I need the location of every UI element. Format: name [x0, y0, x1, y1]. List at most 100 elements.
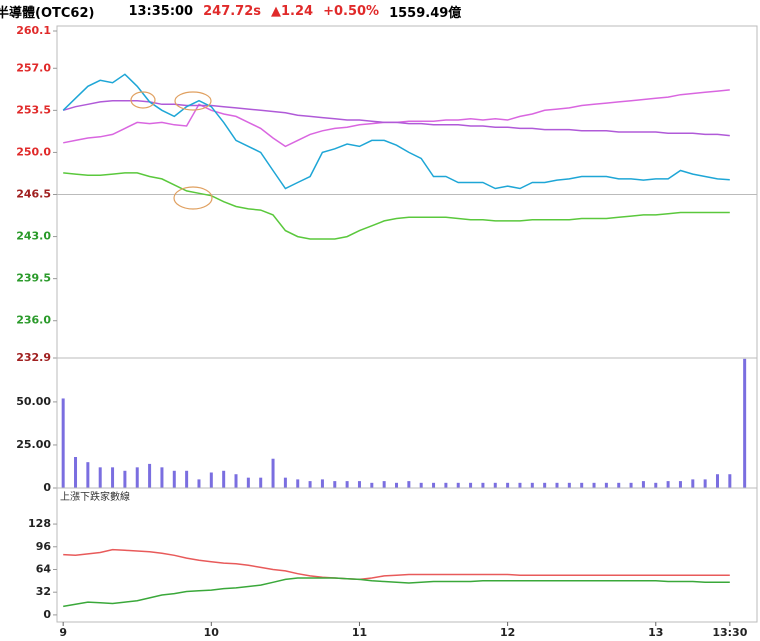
y-tick-label: 232.9 — [16, 351, 51, 364]
volume-bar — [617, 482, 621, 488]
highlight — [174, 91, 212, 111]
panel-frame — [56, 25, 758, 359]
volume-bar — [234, 474, 238, 488]
y-tick-label: 250.0 — [16, 145, 51, 158]
volume-bar — [691, 479, 695, 488]
volume-bar — [382, 481, 386, 488]
volume-bar — [743, 358, 747, 488]
volume-bar — [567, 482, 571, 488]
panel-frame — [56, 487, 758, 623]
volume-bar — [419, 482, 423, 488]
volume-bar — [580, 482, 584, 488]
volume-bar — [395, 482, 399, 488]
highlight — [130, 91, 156, 109]
x-tick-label: 13:30 — [712, 626, 747, 639]
volume-bar — [518, 482, 522, 488]
price: 247.72s — [203, 3, 262, 19]
volume-bar — [74, 457, 78, 488]
volume-bar — [641, 481, 645, 488]
volume-bar — [222, 470, 226, 488]
volume-bar — [592, 482, 596, 488]
volume-bar — [407, 481, 411, 488]
volume-bar — [654, 482, 658, 488]
y-tick-label: 25.00 — [16, 438, 51, 451]
volume-bar — [296, 479, 300, 488]
volume-bar — [185, 470, 189, 488]
volume-bar — [259, 477, 263, 488]
volume-bar — [370, 482, 374, 488]
series-line — [63, 548, 730, 581]
y-tick-label: 96 — [36, 540, 52, 553]
x-tick-label: 10 — [204, 626, 220, 639]
volume-bar — [98, 467, 102, 488]
x-tick-label: 9 — [59, 626, 67, 639]
volume-bar — [320, 479, 324, 488]
volume-bar — [506, 482, 510, 488]
volume-bar — [160, 467, 164, 488]
volume-bar — [148, 463, 152, 488]
y-tick-label: 128 — [28, 517, 51, 530]
volume-bar — [283, 477, 287, 488]
x-tick-label: 13 — [648, 626, 663, 639]
header: 半導體(OTC62) 13:35:00 247.72s ▲1.24 +0.50%… — [0, 0, 760, 22]
volume-bar — [246, 477, 250, 488]
y-tick-label: 257.0 — [16, 61, 51, 74]
volume-bar — [123, 470, 127, 488]
x-tick-label: 11 — [352, 626, 367, 639]
volume-bar — [469, 482, 473, 488]
volume-bar — [678, 481, 682, 488]
panel-title: 上漲下跌家數線 — [60, 490, 130, 503]
y-tick-label: 64 — [36, 562, 52, 575]
volume-bar — [456, 482, 460, 488]
percent: +0.50% — [323, 3, 380, 19]
volume-bar — [728, 474, 732, 488]
y-tick-label: 50.00 — [16, 395, 51, 408]
volume-bar — [530, 482, 534, 488]
y-tick-label: 0 — [43, 481, 51, 494]
volume-bar — [172, 470, 176, 488]
volume-bar — [444, 482, 448, 488]
y-tick-label: 32 — [36, 585, 51, 598]
y-tick-label: 243.0 — [16, 230, 51, 243]
volume-bar — [481, 482, 485, 488]
volume-bar — [333, 481, 337, 488]
volume-bar — [604, 482, 608, 488]
volume-bar — [432, 482, 436, 488]
volume-bar — [61, 398, 65, 488]
series-line — [63, 89, 730, 148]
y-tick-label: 260.1 — [16, 24, 51, 37]
highlight — [173, 186, 213, 210]
volume-bar — [357, 481, 361, 488]
amount: 1559.49億 — [389, 5, 462, 21]
series-line — [62, 99, 730, 137]
x-tick-label: 12 — [500, 626, 515, 639]
volume-bar — [86, 462, 90, 488]
change: ▲1.24 — [271, 3, 314, 19]
volume-bar — [543, 482, 547, 488]
volume-bar — [345, 481, 349, 488]
y-tick-label: 236.0 — [16, 314, 51, 327]
index-name: 半導體(OTC62) — [0, 5, 95, 21]
volume-bar — [555, 482, 559, 488]
y-tick-label: 246.5 — [16, 188, 51, 201]
volume-bar — [271, 458, 275, 488]
volume-bar — [493, 482, 497, 488]
volume-bar — [703, 479, 707, 488]
y-tick-label: 253.5 — [16, 103, 51, 116]
volume-bar — [308, 481, 312, 488]
volume-bar — [666, 481, 670, 488]
y-tick-label: 0 — [43, 608, 51, 621]
series-line — [62, 73, 730, 190]
y-tick-label: 239.5 — [16, 272, 51, 285]
volume-bar — [629, 482, 633, 488]
volume-bar — [197, 479, 201, 488]
volume-bar — [135, 467, 139, 488]
volume-bar — [715, 474, 719, 488]
series-line — [63, 577, 730, 608]
volume-bar — [209, 472, 213, 488]
volume-bar — [111, 467, 115, 488]
time: 13:35:00 — [128, 3, 194, 19]
series-line — [63, 172, 730, 240]
